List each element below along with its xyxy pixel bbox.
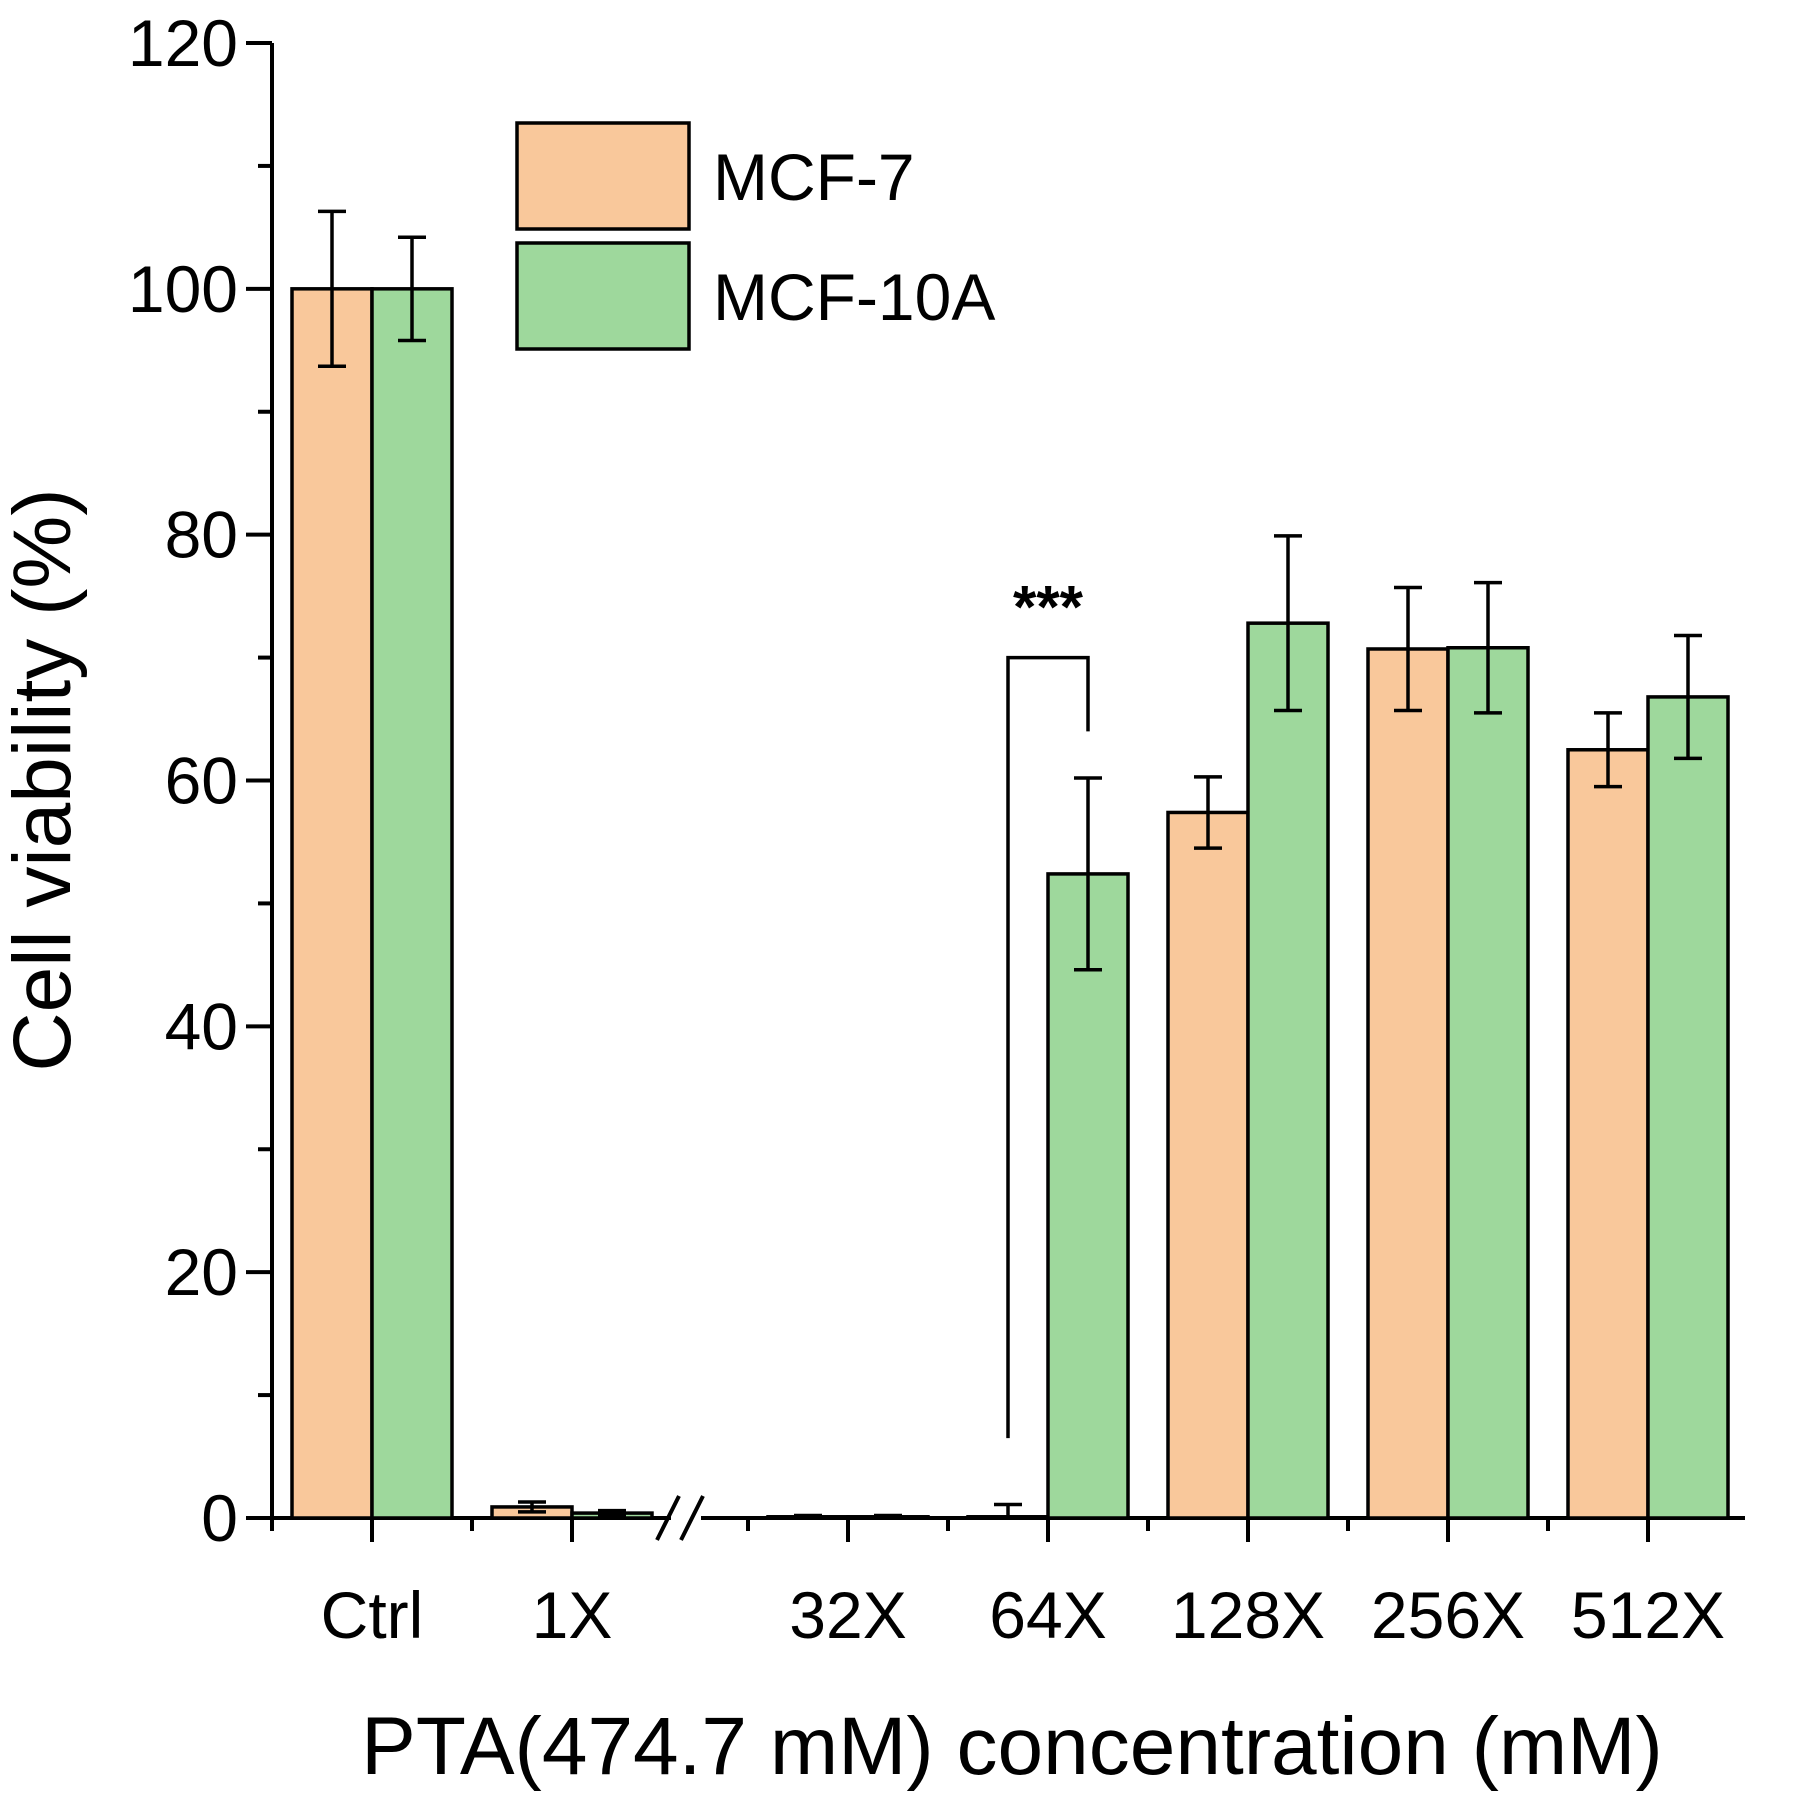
tick-label-group: 0 20 40 60 80 100 120 Ctrl 1X 32X 64X 128X 256X 512X [128,6,1725,1652]
y-tick-label: 120 [128,6,238,80]
significance-bracket [1006,655,1090,1439]
legend: MCF-7 MCF-10A [515,121,995,351]
y-tick-label: 0 [201,1481,238,1555]
axis-break-slash [655,1495,681,1541]
y-axis-title: Cell viability (%) [0,488,88,1071]
significance-label: *** [1013,574,1084,641]
x-tick-label: Ctrl [321,1578,424,1652]
y-tick-label: 100 [128,252,238,326]
legend-label: MCF-10A [713,260,995,334]
annotation-group: *** [1006,574,1090,1439]
legend-swatch [515,241,691,351]
x-axis-title: PTA(474.7 mM) concentration (mM) [361,1701,1663,1792]
x-tick-label: 512X [1571,1578,1725,1652]
x-tick-label: 256X [1371,1578,1525,1652]
x-tick-label: 64X [989,1578,1106,1652]
bar [1046,872,1130,1520]
bar [1566,748,1650,1520]
y-tick-label: 60 [165,744,238,818]
bar [1166,810,1250,1520]
x-tick-label: 128X [1171,1578,1325,1652]
y-tick-label: 20 [165,1235,238,1309]
axis-break-slash [679,1495,705,1541]
bar-group [290,287,1730,1520]
bar [1366,647,1450,1520]
legend-swatch [515,121,691,231]
bar [370,287,454,1520]
bar [1246,621,1330,1520]
bar [1446,646,1530,1520]
bar [1646,695,1730,1520]
x-tick-label: 1X [532,1578,613,1652]
legend-label: MCF-7 [713,140,915,214]
x-tick-label: 32X [789,1578,906,1652]
y-tick-label: 80 [165,498,238,572]
bar [290,287,374,1520]
y-tick-label: 40 [165,989,238,1063]
error-bar-group [318,209,1702,1520]
